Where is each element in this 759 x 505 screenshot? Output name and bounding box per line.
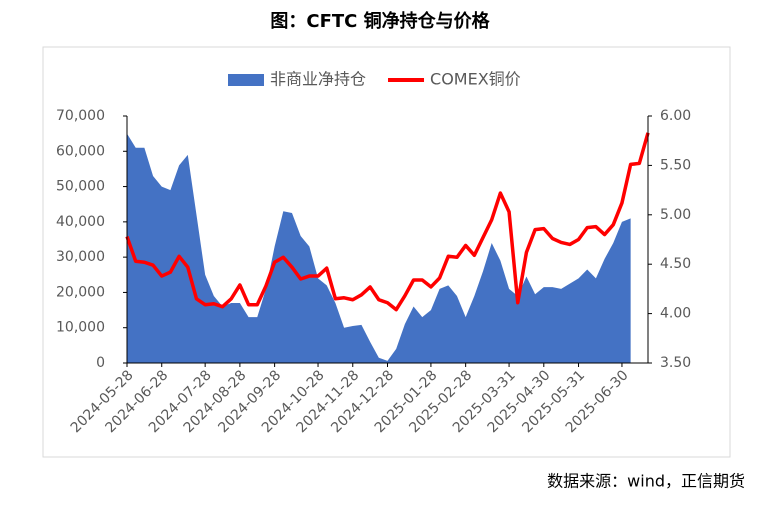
y-tick-label: 10,000 — [56, 320, 105, 336]
area — [127, 133, 631, 363]
y2-tick-label: 5.00 — [660, 207, 691, 223]
legend-swatch — [228, 74, 264, 86]
plot-frame — [42, 46, 731, 458]
chart-title: 图：CFTC 铜净持仓与价格 — [270, 10, 490, 32]
y2-tick-label: 3.50 — [660, 355, 691, 371]
y-tick-label: 0 — [96, 355, 105, 371]
line — [125, 132, 650, 312]
source-note: 数据来源：wind，正信期货 — [547, 472, 745, 491]
y2-tick-label: 4.00 — [660, 306, 691, 322]
y2-tick-label: 4.50 — [660, 256, 691, 272]
y-tick-label: 40,000 — [56, 214, 105, 230]
y2-tick-label: 6.00 — [660, 108, 691, 124]
y-tick-label: 70,000 — [56, 108, 105, 124]
y-tick-label: 30,000 — [56, 249, 105, 265]
y-tick-label: 20,000 — [56, 284, 105, 300]
legend-label: 非商业净持仓 — [270, 70, 366, 89]
y-tick-label: 60,000 — [56, 143, 105, 159]
legend-label: COMEX铜价 — [430, 70, 521, 89]
y2-tick-label: 5.50 — [660, 157, 691, 173]
y-tick-label: 50,000 — [56, 179, 105, 195]
